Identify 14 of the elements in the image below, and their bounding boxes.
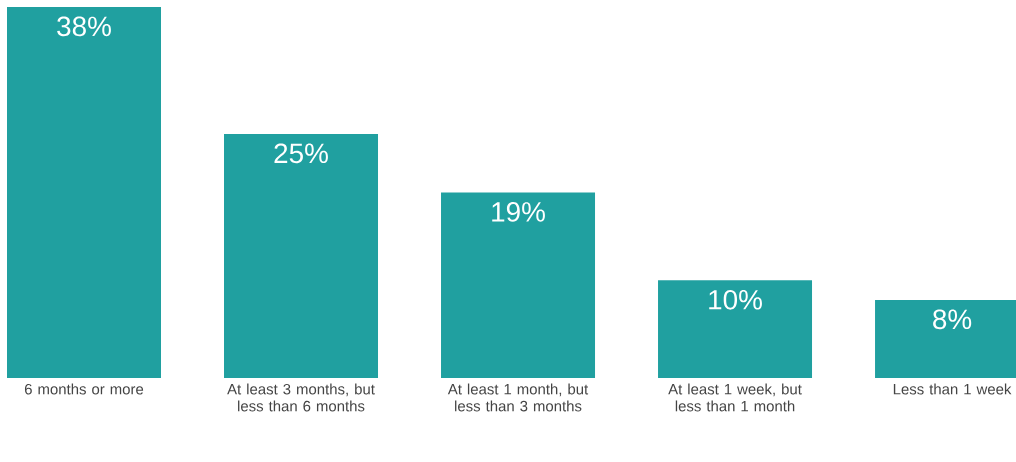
x-tick-label: At least 3 months, but less than 6 months [227,383,375,412]
bar [658,280,813,378]
bar [224,133,379,378]
data-label: 25% [274,143,328,164]
x-tick-label: Less than 1 week [893,383,1012,395]
data-label: 8% [933,309,972,330]
x-tick-label: At least 1 week, but less than 1 month [668,383,802,412]
bar [441,192,596,378]
x-tick-label: At least 1 month, but less than 3 months [447,383,589,412]
data-label: 10% [709,289,762,310]
x-tick-label: 6 months or more [24,383,144,395]
data-label: 38% [57,16,111,37]
bar [7,7,161,378]
data-label: 19% [492,202,545,222]
